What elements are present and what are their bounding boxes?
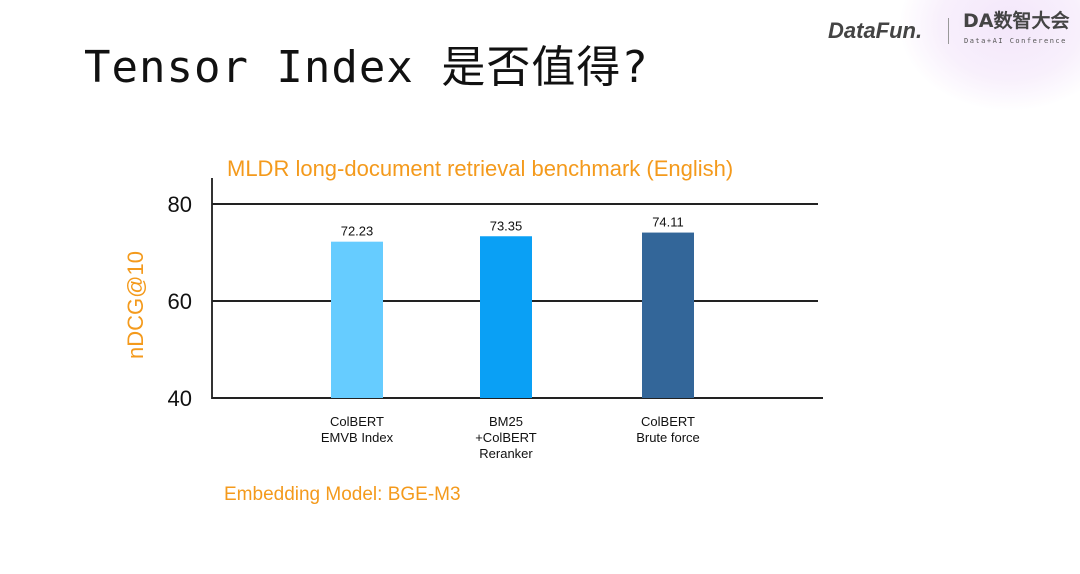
y-tick-label: 40 — [168, 386, 192, 411]
x-category-label: EMVB Index — [321, 430, 394, 445]
data-label: 74.11 — [652, 215, 684, 230]
x-category-label: BM25 — [489, 414, 523, 429]
x-category-label: +ColBERT — [475, 430, 537, 445]
data-label: 72.23 — [341, 224, 374, 239]
chart-title: MLDR long-document retrieval benchmark (… — [227, 156, 734, 181]
datafun-logo: DataFun. — [828, 18, 923, 43]
slide-title: Tensor Index 是否值得? — [84, 42, 649, 93]
data-label: 73.35 — [490, 218, 523, 233]
y-tick-label: 60 — [168, 289, 192, 314]
x-category-label: Brute force — [636, 430, 700, 445]
bar-3 — [642, 232, 694, 398]
x-category-label: ColBERT — [330, 414, 384, 429]
bar-1 — [331, 241, 383, 398]
da-conference-subtitle: Data+AI Conference — [964, 37, 1067, 45]
x-category-label: ColBERT — [641, 414, 695, 429]
embedding-model-note: Embedding Model: BGE-M3 — [224, 484, 461, 505]
x-category-label: Reranker — [479, 446, 533, 461]
logo-divider — [948, 18, 949, 44]
y-tick-label: 80 — [168, 192, 192, 217]
bar-2 — [480, 236, 532, 398]
da-conference-logo: DA数智大会 — [963, 10, 1070, 32]
